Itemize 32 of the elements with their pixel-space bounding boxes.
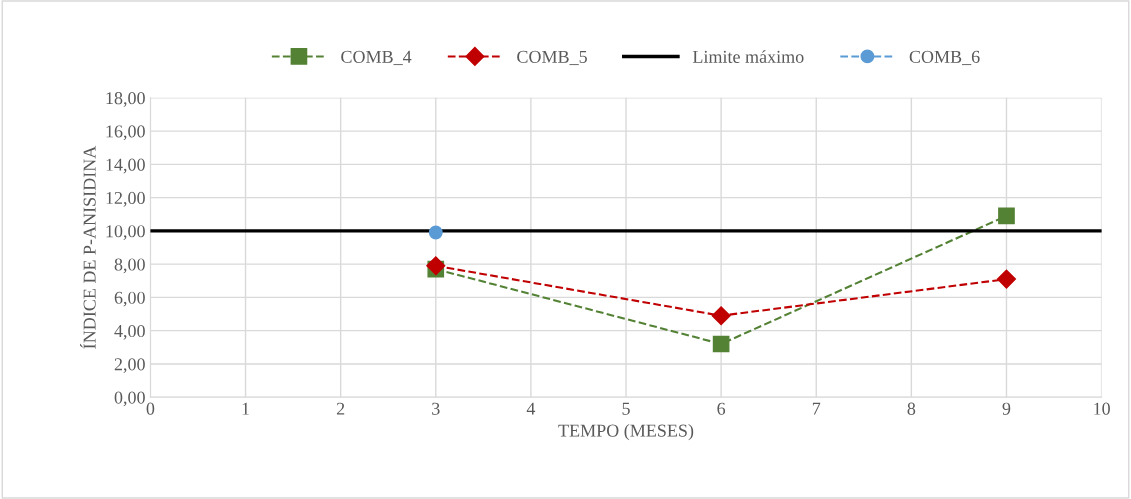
x-tick-label: 5 (622, 402, 630, 415)
legend-label: COMB_4 (341, 50, 412, 66)
y-tick-label: 14,00 (106, 158, 145, 174)
y-tick-label: 4,00 (114, 324, 145, 340)
point (998, 207, 1015, 225)
y-tick-label: 6,00 (114, 291, 145, 307)
x-tick-label: 1 (242, 402, 249, 415)
x-axis-title: TEMPO (MESES) (558, 423, 694, 441)
x-tick-label: 2 (336, 402, 345, 415)
x-tick-label: 8 (907, 402, 916, 415)
x-tick-label: 3 (432, 402, 440, 415)
y-axis-title: ÍNDICE DE P-ANISIDINA (80, 145, 96, 349)
y-tick-label: 12,00 (106, 191, 145, 207)
point (712, 335, 730, 353)
y-tick-label: 18,00 (106, 92, 145, 107)
legend-label: COMB_5 (517, 50, 587, 66)
point (428, 225, 443, 240)
x-tick-label: 9 (1002, 402, 1011, 415)
point (996, 269, 1017, 289)
x-tick-label: 0 (146, 402, 155, 415)
x-tick-label: 4 (526, 402, 536, 415)
x-tick-label: 6 (717, 402, 726, 415)
legend-label: COMB_6 (909, 50, 980, 66)
legend-label: Limite máximo (692, 50, 804, 63)
y-tick-label: 0,00 (114, 391, 145, 407)
x-tick-label: 10 (1094, 402, 1110, 415)
y-tick-label: 10,00 (106, 225, 145, 240)
x-tick-label: 7 (812, 402, 821, 415)
point (711, 306, 731, 326)
y-tick-label: 16,00 (106, 125, 145, 141)
y-tick-label: 2,00 (114, 358, 145, 373)
y-tick-label: 8,00 (114, 258, 145, 274)
